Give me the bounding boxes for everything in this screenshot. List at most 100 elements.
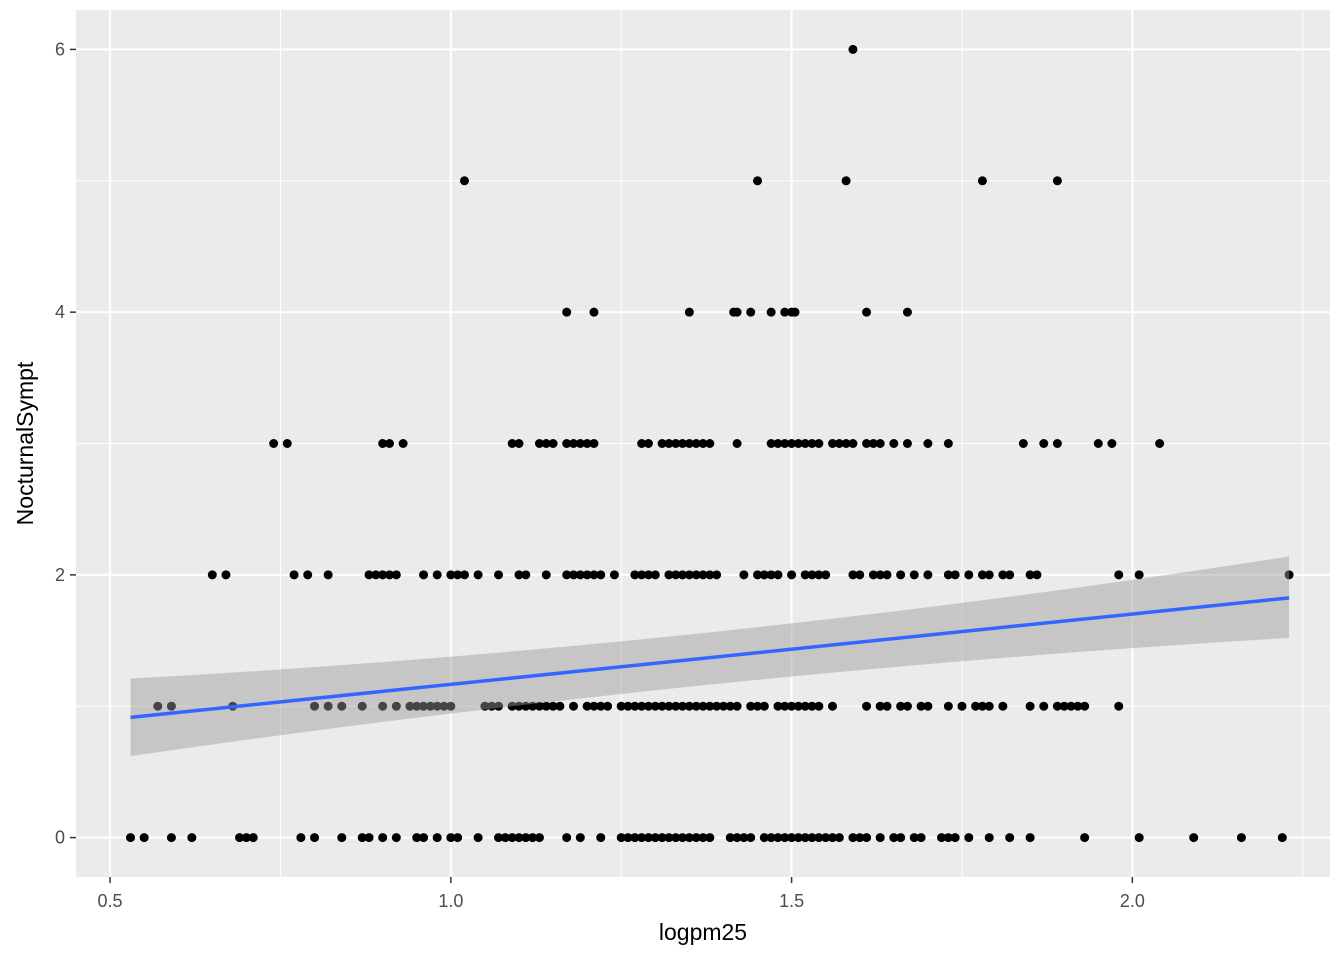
data-point <box>664 833 674 843</box>
data-point <box>323 570 333 580</box>
data-point <box>698 570 708 580</box>
data-point <box>712 570 722 580</box>
data-point <box>698 439 708 448</box>
data-point <box>780 833 790 843</box>
data-point <box>1052 176 1062 186</box>
data-point <box>787 439 797 448</box>
data-point <box>773 439 783 448</box>
data-point <box>902 307 912 317</box>
data-point <box>378 570 388 580</box>
data-point <box>650 833 660 843</box>
data-point <box>984 701 994 711</box>
data-point <box>814 833 824 843</box>
data-point <box>793 439 803 448</box>
data-point <box>459 176 469 186</box>
data-point <box>1005 833 1015 843</box>
data-point <box>412 701 422 711</box>
data-point <box>221 570 231 580</box>
data-point <box>589 439 599 448</box>
data-point <box>896 701 906 711</box>
data-point <box>398 439 408 448</box>
data-point <box>548 439 558 448</box>
data-point <box>971 701 981 711</box>
data-point <box>1189 833 1199 843</box>
data-point <box>514 439 524 448</box>
data-point <box>875 439 885 448</box>
data-point <box>555 701 565 711</box>
data-point <box>378 439 388 448</box>
data-point <box>684 701 694 711</box>
data-point <box>691 570 701 580</box>
data-point <box>432 570 442 580</box>
data-point <box>1005 570 1015 580</box>
data-point <box>378 701 388 711</box>
data-point <box>787 701 797 711</box>
data-point <box>385 439 394 448</box>
y-tick-label: 0 <box>55 828 65 848</box>
data-point <box>1039 701 1049 711</box>
data-point <box>323 701 333 711</box>
data-point <box>780 439 790 448</box>
data-point <box>1025 701 1035 711</box>
data-point <box>582 570 592 580</box>
x-axis-title: logpm25 <box>659 919 747 945</box>
data-point <box>684 570 694 580</box>
data-point <box>371 570 381 580</box>
data-point <box>337 833 347 843</box>
data-point <box>766 833 776 843</box>
data-point <box>814 701 824 711</box>
data-point <box>998 570 1008 580</box>
data-point <box>712 701 722 711</box>
data-point <box>494 701 504 711</box>
data-point <box>453 833 463 843</box>
data-point <box>923 570 933 580</box>
data-point <box>235 833 245 843</box>
data-point <box>1018 439 1028 448</box>
data-point <box>596 570 606 580</box>
data-point <box>868 439 878 448</box>
x-axis: 0.5 1.0 1.5 2.0 <box>98 877 1145 911</box>
data-point <box>943 701 953 711</box>
data-point <box>207 570 217 580</box>
data-point <box>773 833 783 843</box>
data-point <box>1059 701 1069 711</box>
data-point <box>684 307 694 317</box>
x-tick-label: 1.0 <box>438 891 463 911</box>
data-point <box>807 439 817 448</box>
data-point <box>889 439 899 448</box>
data-point <box>977 176 987 186</box>
data-point <box>643 570 653 580</box>
data-point <box>514 570 524 580</box>
x-tick-label: 2.0 <box>1120 891 1145 911</box>
data-point <box>1114 570 1124 580</box>
data-point <box>412 833 422 843</box>
data-point <box>759 570 769 580</box>
data-point <box>473 833 483 843</box>
data-point <box>950 833 960 843</box>
data-point <box>739 570 749 580</box>
data-point <box>800 570 810 580</box>
data-point <box>848 570 858 580</box>
data-point <box>480 701 490 711</box>
data-point <box>637 833 647 843</box>
data-point <box>425 701 435 711</box>
data-point <box>521 833 531 843</box>
data-point <box>746 701 756 711</box>
data-point <box>664 439 674 448</box>
data-point <box>643 833 653 843</box>
data-point <box>753 570 763 580</box>
data-point <box>357 833 367 843</box>
data-point <box>862 439 872 448</box>
data-point <box>834 833 844 843</box>
data-point <box>303 570 313 580</box>
data-point <box>657 701 667 711</box>
data-point <box>746 833 756 843</box>
regression-fit <box>130 556 1290 757</box>
data-point <box>862 307 872 317</box>
data-point <box>1025 833 1035 843</box>
data-point <box>541 439 551 448</box>
data-point <box>310 833 320 843</box>
data-point <box>405 701 415 711</box>
data-point <box>582 701 592 711</box>
